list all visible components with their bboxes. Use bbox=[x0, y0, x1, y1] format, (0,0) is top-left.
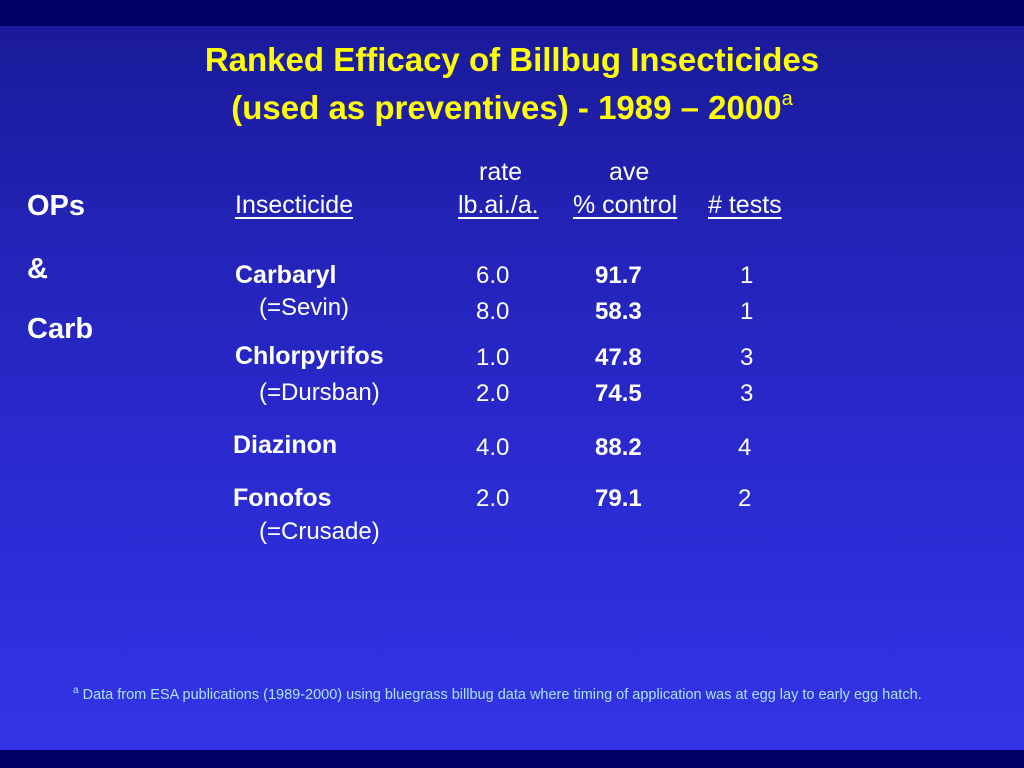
tests-value: 4 bbox=[738, 434, 752, 461]
rate-value: 6.0 bbox=[476, 262, 510, 289]
header-insecticide: Insecticide bbox=[235, 191, 354, 219]
footnote-text: Data from ESA publications (1989-2000) u… bbox=[78, 686, 922, 703]
title-footnote-marker: a bbox=[781, 88, 793, 110]
control-value: 47.8 bbox=[595, 344, 642, 371]
header-tests: # tests bbox=[708, 191, 782, 219]
side-label-ampersand: & bbox=[27, 253, 48, 285]
rate-value: 8.0 bbox=[476, 298, 510, 325]
rate-value: 2.0 bbox=[476, 380, 510, 407]
insecticide-name-carbaryl: Carbaryl bbox=[235, 261, 337, 289]
insecticide-name-chlorpyrifos: Chlorpyrifos bbox=[235, 342, 384, 370]
header-rate-top: rate bbox=[479, 158, 523, 186]
footnote: a Data from ESA publications (1989-2000)… bbox=[73, 681, 973, 705]
control-value: 74.5 bbox=[595, 380, 642, 407]
slide-title-line-2: (used as preventives) - 1989 – 2000a bbox=[0, 88, 1024, 128]
tests-value: 3 bbox=[740, 380, 754, 407]
header-ave-top: ave bbox=[609, 158, 650, 186]
insecticide-alias-dursban: (=Dursban) bbox=[259, 379, 380, 406]
slide-title-line-1: Ranked Efficacy of Billbug Insecticides bbox=[204, 41, 820, 78]
tests-value: 2 bbox=[738, 485, 752, 512]
footnote-marker: a bbox=[73, 685, 79, 696]
slide-title-line-2-text: (used as preventives) - 1989 – 2000 bbox=[231, 89, 782, 126]
control-value: 58.3 bbox=[595, 298, 642, 325]
insecticide-name-fonofos: Fonofos bbox=[233, 484, 332, 512]
slide-background bbox=[0, 26, 1024, 750]
tests-value: 3 bbox=[740, 344, 754, 371]
insecticide-name-diazinon: Diazinon bbox=[233, 431, 338, 459]
rate-value: 2.0 bbox=[476, 485, 510, 512]
control-value: 91.7 bbox=[595, 262, 642, 289]
rate-value: 4.0 bbox=[476, 434, 510, 461]
control-value: 79.1 bbox=[595, 485, 642, 512]
insecticide-alias-sevin: (=Sevin) bbox=[259, 294, 350, 321]
control-value: 88.2 bbox=[595, 434, 642, 461]
rate-value: 1.0 bbox=[476, 344, 510, 371]
tests-value: 1 bbox=[740, 262, 754, 289]
header-rate-units: lb.ai./a. bbox=[458, 191, 539, 219]
header-percent-control: % control bbox=[573, 191, 678, 219]
side-label-ops: OPs bbox=[27, 190, 86, 222]
side-label-carb: Carb bbox=[27, 313, 94, 345]
tests-value: 1 bbox=[740, 298, 754, 325]
insecticide-alias-crusade: (=Crusade) bbox=[259, 518, 380, 545]
